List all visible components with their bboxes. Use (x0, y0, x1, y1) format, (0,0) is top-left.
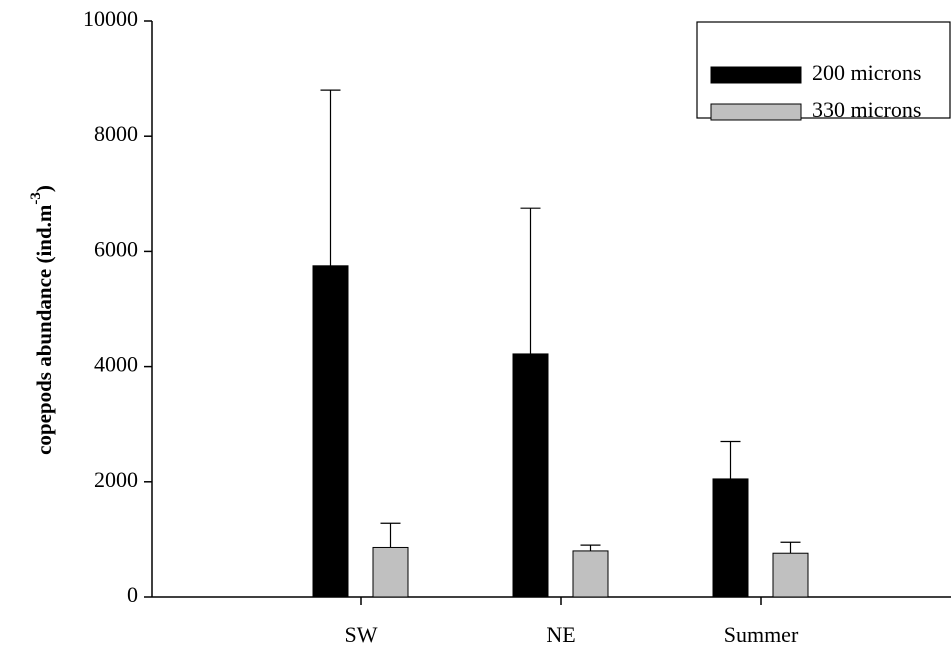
y-tick-label: 6000 (94, 236, 138, 261)
legend-label: 200 microns (812, 60, 921, 85)
y-label-sup: -3 (28, 192, 44, 205)
bar (713, 479, 748, 597)
bar (313, 266, 348, 597)
y-tick-label: 0 (127, 582, 138, 607)
chart: copepods abundance (ind.m-3) 0 2000 4000 60… (0, 0, 951, 648)
legend-label: 330 microns (812, 97, 921, 122)
x-tick-label: Summer (724, 622, 799, 647)
y-tick-label: 4000 (94, 352, 138, 377)
y-tick-label: 10000 (83, 6, 138, 31)
x-tick-label: SW (345, 622, 378, 647)
y-tick-label: 8000 (94, 121, 138, 146)
legend-swatch (711, 67, 801, 83)
bar (773, 553, 808, 597)
y-label-end: ) (32, 185, 56, 192)
bar (513, 354, 548, 597)
y-axis-label: copepods abundance (ind.m-3) (28, 185, 55, 455)
legend-swatch (711, 104, 801, 120)
y-label-main: copepods abundance (ind.m (32, 204, 56, 455)
y-tick-label: 2000 (94, 467, 138, 492)
bar (373, 547, 408, 597)
bar (573, 551, 608, 597)
x-tick-label: NE (546, 622, 575, 647)
